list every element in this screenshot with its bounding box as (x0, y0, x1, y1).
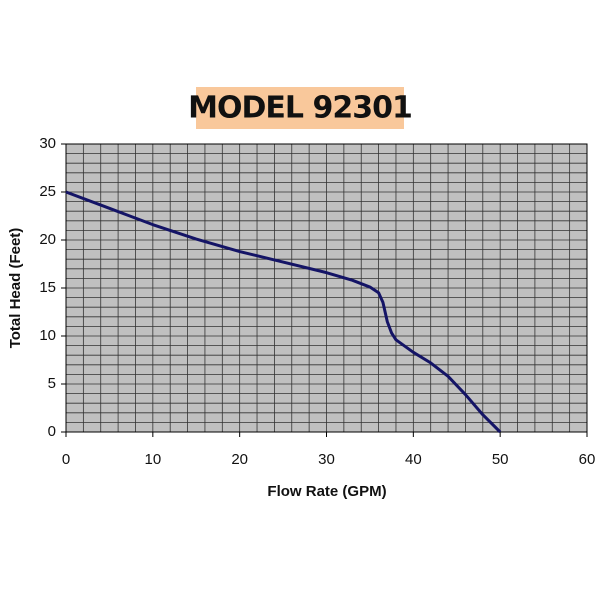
x-tick-label: 30 (318, 451, 335, 468)
y-axis-label: Total Head (Feet) (7, 228, 24, 349)
x-tick-label: 10 (144, 451, 161, 468)
x-tick-label: 20 (231, 451, 248, 468)
x-tick-label: 0 (62, 451, 70, 468)
y-tick-label: 0 (48, 423, 56, 440)
chart-title: MODEL 92301 (188, 91, 412, 126)
x-tick-label: 60 (579, 451, 596, 468)
y-tick-label: 15 (39, 279, 56, 296)
y-tick-label: 20 (39, 231, 56, 248)
plot-border (65, 143, 588, 433)
y-tick-label: 10 (39, 327, 56, 344)
y-tick-label: 5 (48, 375, 56, 392)
x-axis-label: Flow Rate (GPM) (267, 483, 386, 500)
y-tick-label: 30 (39, 135, 56, 152)
x-tick-label: 50 (492, 451, 509, 468)
title-box (196, 87, 404, 129)
line-series (65, 190, 502, 434)
y-tick-label: 25 (39, 183, 56, 200)
x-tick-label: 40 (405, 451, 422, 468)
